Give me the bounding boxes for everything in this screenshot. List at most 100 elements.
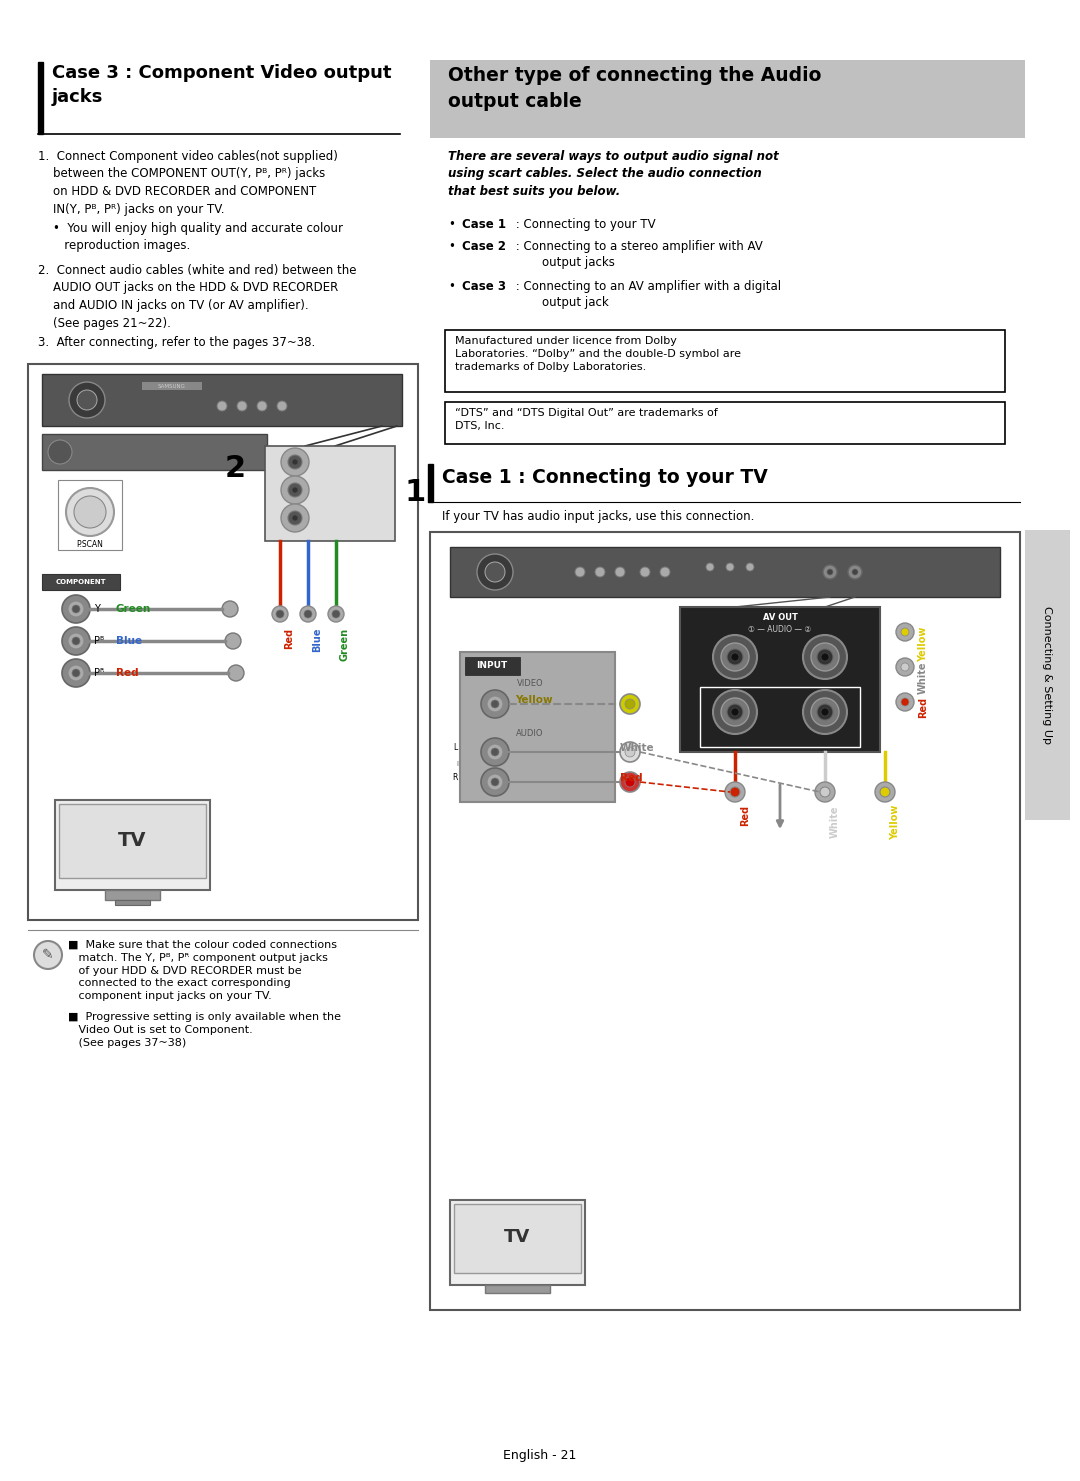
Circle shape — [68, 601, 84, 618]
Text: output cable: output cable — [448, 92, 582, 111]
Text: White: White — [831, 806, 840, 837]
Circle shape — [66, 489, 114, 536]
Bar — [485, 1286, 550, 1293]
Text: Case 2: Case 2 — [462, 240, 507, 253]
Circle shape — [292, 487, 298, 493]
Text: SAMSUNG: SAMSUNG — [158, 384, 186, 388]
Bar — [1025, 530, 1070, 820]
Circle shape — [69, 382, 105, 418]
Circle shape — [332, 610, 340, 618]
Text: There are several ways to output audio signal not
using scart cables. Select the: There are several ways to output audio s… — [448, 150, 779, 198]
Circle shape — [33, 940, 62, 969]
Bar — [38, 62, 43, 133]
Circle shape — [62, 626, 90, 655]
Circle shape — [292, 515, 298, 521]
Text: P.SCAN: P.SCAN — [77, 541, 104, 549]
Bar — [680, 607, 880, 752]
Circle shape — [75, 496, 106, 529]
Circle shape — [620, 695, 640, 714]
Circle shape — [726, 563, 734, 572]
Circle shape — [660, 567, 670, 578]
Text: TV: TV — [118, 831, 146, 850]
Circle shape — [811, 643, 839, 671]
Circle shape — [491, 748, 499, 755]
Circle shape — [276, 610, 284, 618]
Circle shape — [823, 564, 837, 579]
Text: L: L — [454, 743, 458, 752]
Text: If your TV has audio input jacks, use this connection.: If your TV has audio input jacks, use th… — [442, 509, 754, 523]
Circle shape — [292, 459, 298, 465]
Text: : Connecting to an AV amplifier with a digital: : Connecting to an AV amplifier with a d… — [512, 280, 781, 293]
Circle shape — [77, 390, 97, 410]
Circle shape — [820, 786, 831, 797]
Circle shape — [62, 659, 90, 687]
Circle shape — [620, 772, 640, 792]
Bar — [58, 480, 122, 549]
Circle shape — [725, 782, 745, 803]
Circle shape — [827, 569, 833, 575]
Circle shape — [575, 567, 585, 578]
Circle shape — [72, 669, 80, 677]
Text: jacks: jacks — [52, 87, 104, 107]
Circle shape — [237, 401, 247, 412]
Circle shape — [225, 632, 241, 649]
Text: Case 1 : Connecting to your TV: Case 1 : Connecting to your TV — [442, 468, 768, 487]
Circle shape — [228, 665, 244, 681]
Text: Manufactured under licence from Dolby
Laboratories. “Dolby” and the double-D sym: Manufactured under licence from Dolby La… — [455, 336, 741, 372]
Bar — [55, 800, 210, 890]
Circle shape — [816, 703, 833, 720]
Text: •: • — [448, 218, 455, 231]
Bar — [42, 575, 120, 589]
Text: Case 1: Case 1 — [462, 218, 507, 231]
Text: ✎: ✎ — [42, 948, 54, 963]
Bar — [428, 464, 433, 502]
Circle shape — [615, 567, 625, 578]
Text: Yellow: Yellow — [918, 626, 928, 662]
Circle shape — [901, 698, 909, 706]
Circle shape — [816, 649, 833, 665]
Text: Y: Y — [94, 604, 99, 615]
Text: COMPONENT: COMPONENT — [56, 579, 106, 585]
Text: ① — AUDIO — ②: ① — AUDIO — ② — [748, 625, 812, 634]
Bar — [454, 1204, 581, 1274]
Text: 1.  Connect Component video cables(not supplied)
    between the COMPONENT OUT(Y: 1. Connect Component video cables(not su… — [38, 150, 338, 216]
Circle shape — [276, 401, 287, 412]
Circle shape — [491, 778, 499, 786]
Circle shape — [852, 569, 858, 575]
Text: 3.  After connecting, refer to the pages 37~38.: 3. After connecting, refer to the pages … — [38, 336, 315, 350]
Bar — [450, 1200, 585, 1286]
Circle shape — [721, 698, 750, 726]
Text: TV: TV — [504, 1228, 530, 1246]
Circle shape — [481, 769, 509, 795]
Text: Yellow: Yellow — [890, 806, 900, 840]
Text: 1: 1 — [405, 478, 427, 507]
Circle shape — [477, 554, 513, 589]
Circle shape — [821, 708, 829, 715]
Circle shape — [815, 782, 835, 803]
Circle shape — [281, 447, 309, 475]
Circle shape — [875, 782, 895, 803]
Circle shape — [257, 401, 267, 412]
Bar — [460, 652, 615, 803]
Circle shape — [72, 637, 80, 646]
Circle shape — [281, 475, 309, 504]
Circle shape — [481, 690, 509, 718]
Circle shape — [481, 738, 509, 766]
Circle shape — [896, 624, 914, 641]
Circle shape — [487, 696, 503, 712]
Circle shape — [303, 610, 312, 618]
Text: VIDEO: VIDEO — [516, 680, 543, 689]
Circle shape — [640, 567, 650, 578]
Circle shape — [68, 632, 84, 649]
Circle shape — [62, 595, 90, 624]
Circle shape — [730, 786, 740, 797]
Circle shape — [804, 635, 847, 678]
Text: Blue: Blue — [116, 635, 143, 646]
Text: Case 3: Case 3 — [462, 280, 507, 293]
Bar — [42, 434, 267, 469]
Text: Pᴮ: Pᴮ — [94, 635, 104, 646]
Circle shape — [288, 455, 302, 469]
Text: White: White — [620, 743, 654, 752]
Text: Red: Red — [116, 668, 138, 678]
Text: AUDIO: AUDIO — [516, 730, 543, 739]
